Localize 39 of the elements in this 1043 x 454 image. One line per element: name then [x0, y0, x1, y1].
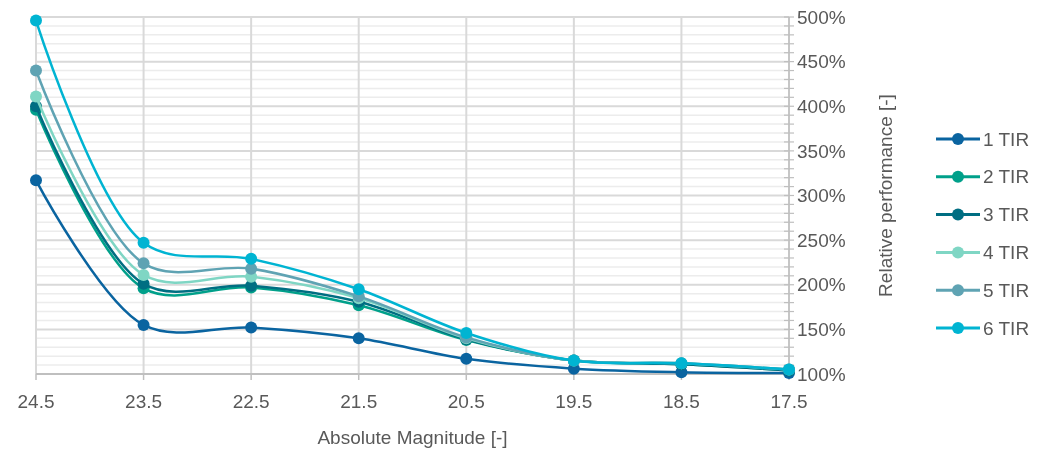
legend-label: 4 TIR — [983, 242, 1030, 264]
x-tick-label: 19.5 — [555, 391, 593, 412]
point — [460, 352, 473, 365]
point — [352, 332, 365, 345]
x-tick-label: 17.5 — [770, 391, 808, 412]
legend-label: 6 TIR — [983, 317, 1030, 339]
y-tick-label: 400% — [797, 95, 846, 117]
point — [137, 268, 150, 281]
point — [30, 14, 42, 27]
x-tick-label: 22.5 — [232, 391, 270, 412]
point — [30, 174, 42, 187]
x-tick-label: 21.5 — [340, 391, 378, 412]
point — [137, 257, 150, 270]
point — [137, 236, 150, 249]
y-tick-label: 250% — [797, 229, 846, 251]
x-tick-label: 18.5 — [662, 391, 700, 412]
point — [30, 90, 42, 103]
x-axis-title: Absolute Magnitude [-] — [317, 427, 508, 448]
point — [460, 326, 473, 339]
x-tick-label: 24.5 — [17, 391, 55, 412]
legend-label: 1 TIR — [983, 128, 1030, 150]
legend-label: 5 TIR — [983, 279, 1030, 301]
x-tick-label: 20.5 — [447, 391, 485, 412]
y-tick-label: 100% — [797, 363, 846, 385]
legend-label: 3 TIR — [983, 204, 1030, 226]
y-tick-label: 300% — [797, 185, 846, 207]
y-tick-label: 200% — [797, 274, 846, 296]
point — [30, 64, 42, 77]
point — [137, 318, 150, 331]
point — [352, 283, 365, 296]
y-tick-label: 350% — [797, 140, 846, 162]
y-tick-label: 500% — [797, 6, 846, 28]
x-tick-label: 23.5 — [125, 391, 163, 412]
y-tick-label: 450% — [797, 51, 846, 73]
legend-label: 2 TIR — [983, 166, 1030, 188]
y-tick-label: 150% — [797, 319, 846, 341]
point — [245, 252, 258, 265]
point — [245, 321, 258, 334]
y-axis-title: Relative performance [-] — [875, 94, 896, 297]
